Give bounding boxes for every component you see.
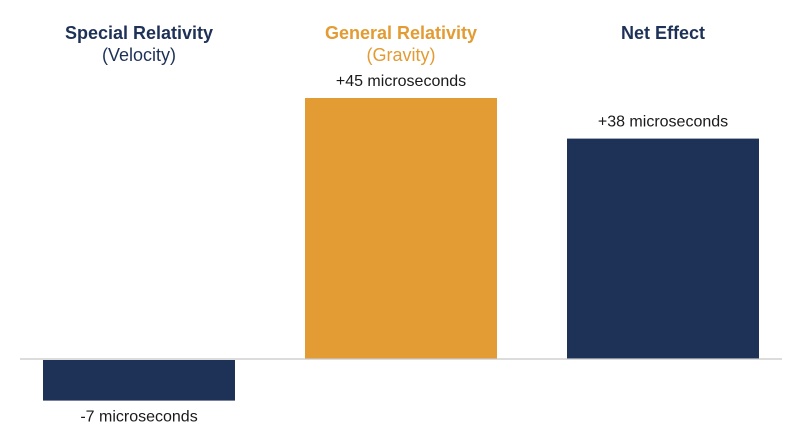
category-title-2: General Relativity <box>325 23 477 43</box>
bar-2 <box>305 98 497 359</box>
category-subtitle-1: (Velocity) <box>102 45 176 65</box>
value-label-1: -7 microseconds <box>80 409 197 426</box>
bar-1 <box>43 360 235 401</box>
category-title-1: Special Relativity <box>65 23 213 43</box>
category-title-3: Net Effect <box>621 23 705 43</box>
value-label-2: +45 microseconds <box>336 73 466 90</box>
category-subtitle-2: (Gravity) <box>367 45 436 65</box>
bar-3 <box>567 138 759 359</box>
value-label-3: +38 microseconds <box>598 114 728 131</box>
